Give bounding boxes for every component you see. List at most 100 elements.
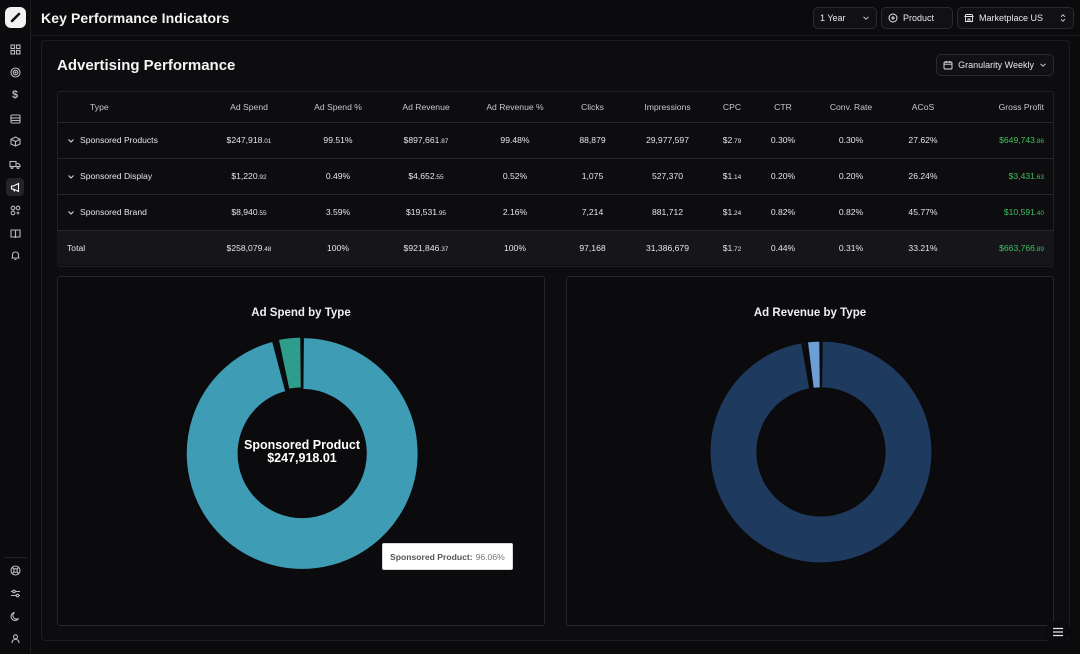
settings-sliders-icon[interactable] [6, 584, 24, 602]
row-type-cell[interactable]: Sponsored Brand [57, 194, 204, 231]
row-type: Sponsored Display [80, 171, 153, 181]
column-header[interactable]: Ad Revenue [382, 92, 470, 123]
column-header[interactable]: Clicks [560, 92, 625, 123]
truck-icon[interactable] [6, 155, 24, 173]
chevron-down-icon [1040, 63, 1046, 67]
row-type-cell[interactable]: Sponsored Display [57, 158, 204, 195]
menu-button[interactable] [1045, 621, 1071, 643]
ad-revenue-cell: $4,652.55 [382, 158, 470, 195]
column-header[interactable]: Ad Spend % [294, 92, 382, 123]
marketplace-select[interactable]: Marketplace US [957, 7, 1074, 29]
column-header[interactable]: Impressions [625, 92, 710, 123]
book-icon[interactable] [6, 224, 24, 242]
cpc-cell: $1.14 [710, 158, 754, 195]
target-icon[interactable] [6, 63, 24, 81]
amount: $921,846 [403, 242, 440, 253]
donut-slice-sponsored-display[interactable] [274, 339, 289, 391]
package-icon[interactable] [6, 132, 24, 150]
column-header[interactable]: Ad Spend [204, 92, 294, 123]
acos-cell: 27.62% [890, 122, 956, 159]
help-icon[interactable] [6, 561, 24, 579]
sidebar-divider [4, 557, 27, 558]
plus-circle-icon [888, 13, 898, 23]
donut-slice-sponsored-product[interactable] [185, 336, 419, 571]
gross-profit-cell: $3,431.63 [956, 158, 1054, 195]
table-row[interactable]: Sponsored Brand $8,940.55 3.59% $19,531.… [57, 194, 1054, 231]
granularity-select[interactable]: Granularity Weekly [936, 54, 1054, 76]
ad-spend-pct-cell: 99.51% [294, 122, 382, 159]
cents: .24 [732, 210, 742, 217]
table-total-row: Total $258,079.48 100% $921,846.37 100% … [57, 230, 1054, 265]
ctr-cell: 0.20% [754, 158, 812, 195]
donut-slice-sponsored-brand[interactable] [277, 336, 302, 391]
sidebar: $ [0, 0, 31, 654]
cpc-cell: $1.72 [710, 230, 754, 265]
donut-slice-sponsored-brand[interactable] [806, 340, 821, 390]
clicks-cell: 88,879 [560, 122, 625, 159]
product-button[interactable]: Product [881, 7, 953, 29]
table-row[interactable]: Sponsored Products $247,918.01 99.51% $8… [57, 122, 1054, 159]
amount: $4,652 [408, 171, 435, 181]
dashboard-icon[interactable] [6, 40, 24, 58]
column-header[interactable]: Conv. Rate [812, 92, 890, 123]
expand-chevron-icon[interactable] [66, 137, 76, 145]
ad-spend-cell: $258,079.48 [204, 230, 294, 265]
megaphone-icon[interactable] [6, 178, 24, 196]
column-header[interactable]: Gross Profit [956, 92, 1054, 123]
conv-rate-cell: 0.30% [812, 122, 890, 159]
ctr-cell: 0.82% [754, 194, 812, 231]
clicks-cell: 7,214 [560, 194, 625, 231]
ctr-cell: 0.30% [754, 122, 812, 159]
row-type-cell[interactable]: Sponsored Products [57, 122, 204, 159]
table-header-row: Type Ad Spend Ad Spend % Ad Revenue Ad R… [57, 92, 1054, 123]
amount: $2 [722, 135, 733, 145]
gross-profit-cell: $10,591.40 [956, 194, 1054, 231]
column-header[interactable]: CTR [754, 92, 812, 123]
app-logo[interactable] [5, 7, 26, 28]
ad-spend-pct-cell: 0.49% [294, 158, 382, 195]
impressions-cell: 31,386,679 [625, 230, 710, 265]
ad-revenue-chart-card: Ad Revenue by Type [566, 276, 1054, 626]
moon-icon[interactable] [6, 607, 24, 625]
tooltip-label: Sponsored Product: [390, 551, 473, 562]
gross-profit-cell: $649,743.86 [956, 122, 1054, 159]
amount: $1,220 [231, 171, 258, 181]
clicks-cell: 97,168 [560, 230, 625, 265]
bell-icon[interactable] [6, 246, 24, 264]
cents: .72 [732, 245, 742, 253]
ad-spend-donut-chart [185, 336, 419, 571]
cents: .55 [257, 210, 267, 217]
column-header[interactable]: CPC [710, 92, 754, 123]
granularity-value: Granularity Weekly [958, 60, 1034, 70]
expand-chevron-icon[interactable] [66, 173, 76, 181]
hamburger-icon [1053, 627, 1063, 637]
expand-chevron-icon[interactable] [66, 209, 76, 217]
period-value: 1 Year [820, 13, 846, 23]
acos-cell: 45.77% [890, 194, 956, 231]
table-row[interactable]: Sponsored Display $1,220.92 0.49% $4,652… [57, 158, 1054, 195]
ad-revenue-cell: $897,661.87 [382, 122, 470, 159]
ad-revenue-pct-cell: 99.48% [470, 122, 560, 159]
column-header[interactable]: Ad Revenue % [470, 92, 560, 123]
cpc-cell: $2.79 [710, 122, 754, 159]
tooltip-value: 96.06% [475, 551, 505, 562]
inventory-icon[interactable] [6, 109, 24, 127]
cents: .37 [439, 245, 449, 253]
cents: .79 [732, 138, 742, 145]
dollar-icon[interactable]: $ [11, 89, 19, 101]
column-header[interactable]: ACoS [890, 92, 956, 123]
cents: .01 [262, 138, 272, 145]
donut-slice-sponsored-product[interactable] [709, 340, 933, 564]
period-select[interactable]: 1 Year [813, 7, 877, 29]
ad-spend-pct-cell: 3.59% [294, 194, 382, 231]
cents: .86 [1034, 138, 1044, 145]
puzzle-icon[interactable] [6, 201, 24, 219]
store-icon [964, 14, 974, 22]
donut-slice-sponsored-display[interactable] [803, 341, 813, 390]
acos-cell: 26.24% [890, 158, 956, 195]
center-category: Sponsored Product [244, 438, 360, 452]
cents: .87 [439, 138, 449, 145]
user-icon[interactable] [6, 629, 24, 647]
column-header[interactable]: Type [57, 92, 204, 123]
advertising-panel: Advertising Performance Granularity Week… [41, 40, 1070, 641]
